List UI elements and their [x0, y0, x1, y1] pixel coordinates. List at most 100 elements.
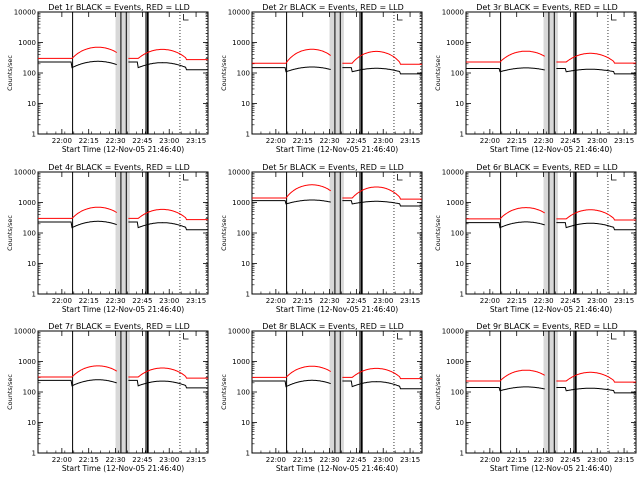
y-tick-label: 10 — [455, 419, 464, 427]
x-tick-label: 22:15 — [507, 297, 527, 305]
series-lld-red — [252, 365, 422, 380]
y-tick-label: 1000 — [18, 39, 36, 47]
y-axis-label: Counts/sec — [220, 215, 228, 251]
panel-3: Det 3r BLACK = Events, RED = LLD 1 10 100 10… — [434, 3, 637, 154]
y-tick-label: 1000 — [232, 358, 250, 366]
panel-title: Det 6r BLACK = Events, RED = LLD — [476, 163, 618, 172]
x-tick-label: 22:30 — [319, 456, 339, 464]
y-tick-label: 10 — [27, 100, 36, 108]
y-tick-label: 1 — [246, 291, 250, 299]
y-tick-label: 100 — [237, 389, 250, 397]
x-tick-label: 23:15 — [400, 456, 420, 464]
y-tick-label: 1 — [460, 131, 464, 139]
series-events-black — [466, 386, 636, 394]
y-axis-label: Counts/sec — [220, 55, 228, 91]
panel-6: Det 6r BLACK = Events, RED = LLD 1 10 100 10… — [434, 163, 637, 314]
gap-region — [115, 12, 130, 134]
series-events-black — [38, 60, 208, 71]
x-tick-label: 22:30 — [319, 137, 339, 145]
series-lld-red — [38, 365, 208, 379]
x-tick-label: 22:00 — [480, 456, 500, 464]
x-tick-label: 22:30 — [105, 297, 125, 305]
x-axis-label: Start Time (12-Nov-05 21:46:40) — [490, 145, 612, 154]
x-tick-label: 22:45 — [560, 456, 580, 464]
y-tick-label: 10000 — [14, 9, 36, 17]
panel-9: Det 9r BLACK = Events, RED = LLD 1 10 100 10… — [434, 322, 637, 473]
x-tick-label: 22:00 — [52, 297, 72, 305]
x-tick-label: 22:00 — [480, 297, 500, 305]
y-tick-label: 10 — [455, 100, 464, 108]
y-tick-label: 10000 — [442, 169, 464, 177]
gap-region — [329, 331, 344, 453]
panel-title: Det 9r BLACK = Events, RED = LLD — [476, 322, 618, 331]
y-tick-label: 10 — [455, 260, 464, 268]
panel-title: Det 5r BLACK = Events, RED = LLD — [262, 163, 404, 172]
x-axis-label: Start Time (12-Nov-05 21:46:40) — [62, 145, 184, 154]
x-axis-label: Start Time (12-Nov-05 21:46:40) — [62, 464, 184, 473]
y-axis-label: Counts/sec — [220, 374, 228, 410]
x-tick-label: 22:00 — [266, 297, 286, 305]
y-tick-label: 100 — [23, 70, 36, 78]
bracket-marker — [611, 333, 617, 340]
x-tick-label: 22:45 — [346, 137, 366, 145]
series-events-black — [466, 67, 636, 75]
y-axis-label: Counts/sec — [6, 55, 14, 91]
y-tick-label: 1 — [246, 131, 250, 139]
panel-title: Det 4r BLACK = Events, RED = LLD — [48, 163, 190, 172]
y-tick-label: 10 — [241, 260, 250, 268]
x-tick-label: 22:30 — [105, 137, 125, 145]
y-tick-label: 10 — [241, 100, 250, 108]
series-events-black — [466, 221, 636, 231]
x-tick-label: 22:15 — [507, 137, 527, 145]
gap-region — [329, 172, 344, 294]
series-lld-red — [252, 48, 422, 65]
panel-2: Det 2r BLACK = Events, RED = LLD 1 10 100 10… — [220, 3, 423, 154]
y-tick-label: 10000 — [228, 328, 250, 336]
series-events-black — [252, 199, 422, 207]
y-tick-label: 1000 — [446, 39, 464, 47]
series-events-black — [38, 379, 208, 389]
y-tick-label: 10000 — [442, 9, 464, 17]
y-tick-label: 1 — [460, 291, 464, 299]
bracket-marker — [611, 14, 617, 21]
x-tick-label: 22:00 — [266, 456, 286, 464]
x-tick-label: 22:45 — [560, 137, 580, 145]
x-tick-label: 23:15 — [614, 456, 634, 464]
series-lld-red — [38, 206, 208, 221]
y-tick-label: 10000 — [442, 328, 464, 336]
y-tick-label: 1 — [32, 291, 36, 299]
x-axis-label: Start Time (12-Nov-05 21:46:40) — [490, 464, 612, 473]
y-tick-label: 100 — [23, 389, 36, 397]
y-axis-label: Counts/sec — [434, 374, 442, 410]
y-tick-label: 1000 — [232, 39, 250, 47]
panel-4: Det 4r BLACK = Events, RED = LLD 1 10 100 10… — [6, 163, 209, 314]
x-tick-label: 22:45 — [132, 137, 152, 145]
x-axis-label: Start Time (12-Nov-05 21:46:40) — [62, 305, 184, 314]
x-axis-label: Start Time (12-Nov-05 21:46:40) — [276, 305, 398, 314]
series-lld-red — [38, 46, 208, 61]
x-tick-label: 22:45 — [346, 456, 366, 464]
y-axis-label: Counts/sec — [434, 55, 442, 91]
x-tick-label: 22:30 — [533, 137, 553, 145]
y-tick-label: 10000 — [14, 169, 36, 177]
x-tick-label: 23:00 — [587, 297, 607, 305]
bracket-marker — [183, 174, 189, 181]
bracket-marker — [397, 174, 403, 181]
x-tick-label: 22:30 — [533, 297, 553, 305]
y-tick-label: 10000 — [228, 9, 250, 17]
x-tick-label: 22:15 — [507, 456, 527, 464]
gap-region — [115, 331, 130, 453]
series-lld-red — [252, 184, 422, 200]
y-tick-label: 1000 — [446, 199, 464, 207]
y-tick-label: 1 — [32, 131, 36, 139]
y-tick-label: 1 — [246, 450, 250, 458]
y-tick-label: 1000 — [18, 199, 36, 207]
x-tick-label: 22:00 — [52, 456, 72, 464]
panel-5: Det 5r BLACK = Events, RED = LLD 1 10 100 10… — [220, 163, 423, 314]
x-tick-label: 23:15 — [614, 297, 634, 305]
panel-title: Det 7r BLACK = Events, RED = LLD — [48, 322, 190, 331]
x-axis-label: Start Time (12-Nov-05 21:46:40) — [276, 464, 398, 473]
x-tick-label: 23:00 — [373, 297, 393, 305]
